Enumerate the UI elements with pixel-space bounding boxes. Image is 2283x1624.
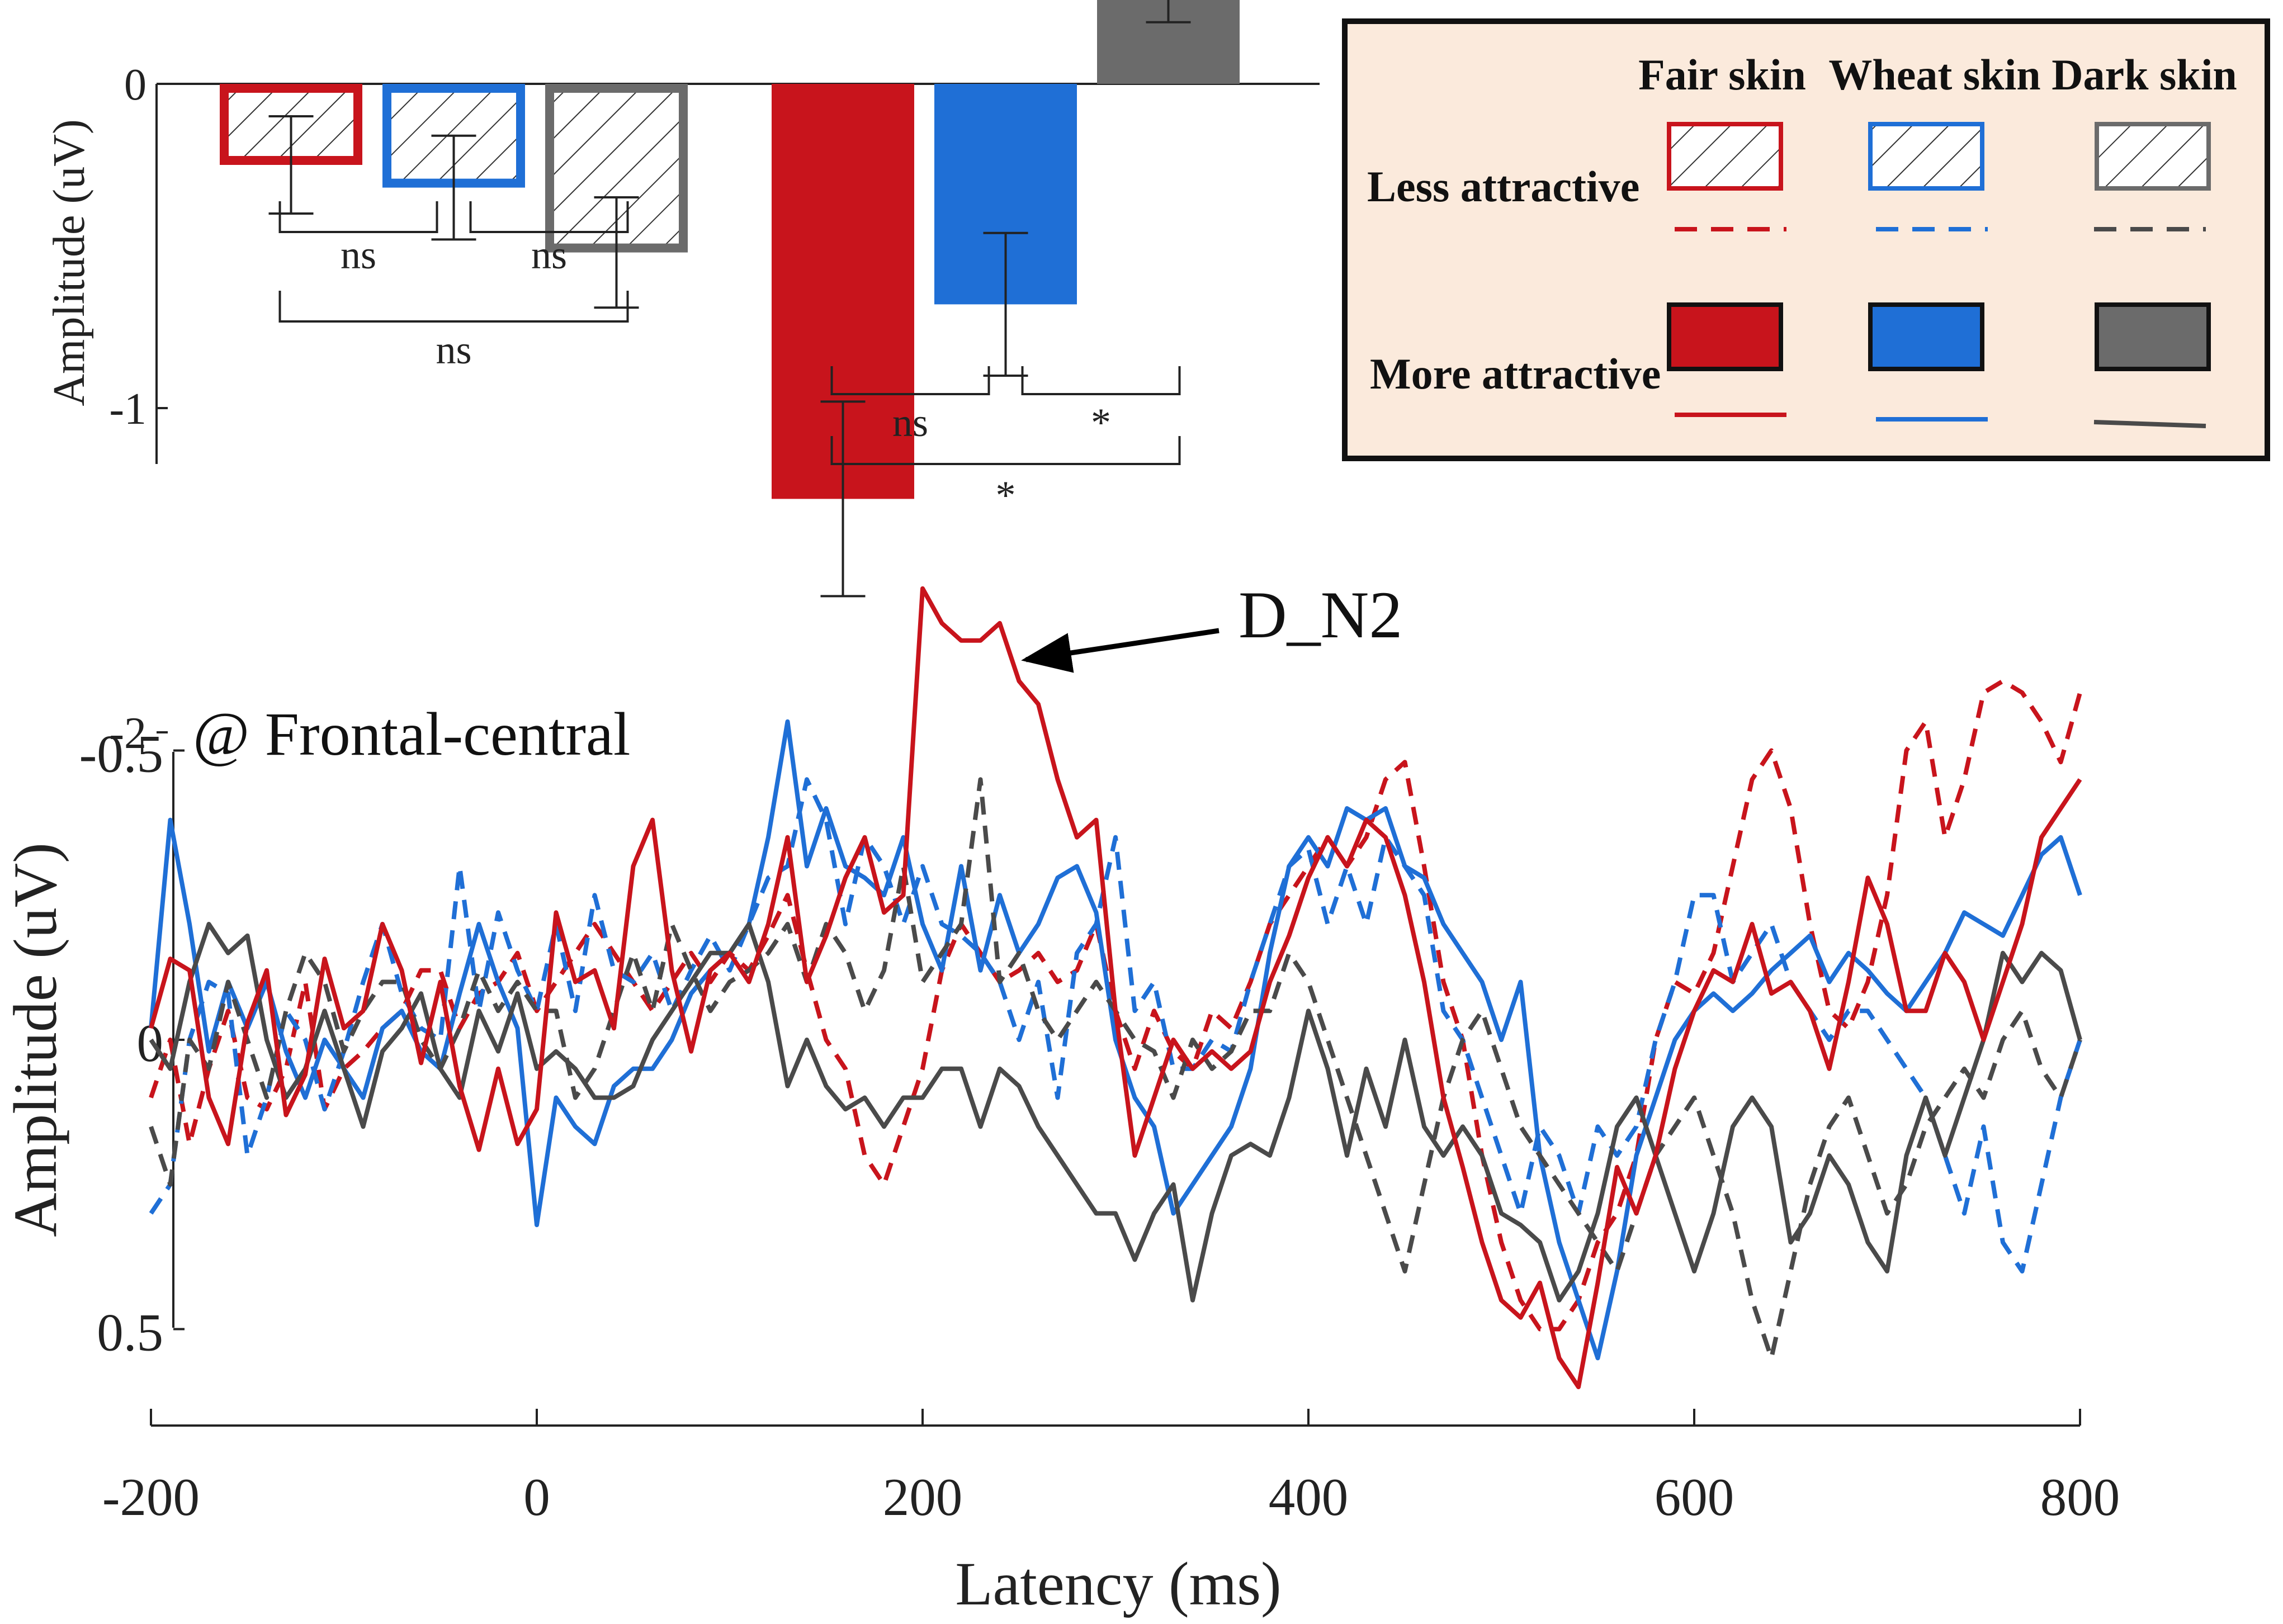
legend-row-less: Less attractive <box>1367 162 1639 211</box>
legend-row-more: More attractive <box>1370 349 1661 398</box>
erp-line-dark-skin-more-attractive <box>149 922 2082 1303</box>
line-x-tick-label: 200 <box>883 1467 963 1527</box>
annotation-arrow <box>1021 628 1220 673</box>
legend-header-dark: Dark skin <box>2052 50 2237 99</box>
legend-swatch-dark-less <box>2095 122 2211 191</box>
significance-bracket <box>830 366 990 395</box>
significance-label: ns <box>531 233 567 277</box>
legend-header-fair: Fair skin <box>1638 50 1806 99</box>
significance-bracket <box>1021 366 1181 395</box>
line-y-axis-label: Amplitude (uV) <box>1 842 69 1237</box>
legend-header-wheat: Wheat skin <box>1828 50 2040 99</box>
line-x-tick-label: 800 <box>2040 1467 2120 1527</box>
bar-y-tick-label: -2 <box>109 709 146 758</box>
line-chart-title: @ Frontal-central <box>193 700 630 768</box>
legend-box <box>1342 18 2270 461</box>
line-y-tick-label: -0.5 <box>79 725 163 784</box>
legend-swatch-fair-less <box>1667 122 1783 191</box>
erp-line-wheat-skin-more-attractive <box>149 719 2082 1361</box>
annotation-label: D_N2 <box>1239 577 1402 652</box>
line-x-tick-label: 600 <box>1655 1467 1734 1527</box>
significance-bracket <box>469 201 629 233</box>
line-chart: -0.500.5 -200 0 200 400 600 800 Amplitude (uV… <box>1 577 2120 1618</box>
legend-swatch-dark-more <box>2095 302 2211 371</box>
bar-chart: 0 -1 -2 Amplitude (uV) ns ns ns ns * * <box>45 0 1320 758</box>
legend-line-dark-more <box>2093 420 2206 428</box>
legend-swatch-wheat-less <box>1868 122 1984 191</box>
legend: Fair skin Wheat skin Dark skin Less attr… <box>1342 18 2270 461</box>
significance-bracket <box>830 436 1181 465</box>
erp-line-dark-skin-less-attractive <box>149 777 2082 1361</box>
erp-line-fair-skin-more-attractive <box>149 586 2082 1389</box>
bar-y-axis-label: Amplitude (uV) <box>45 119 94 406</box>
significance-bracket <box>278 291 629 323</box>
legend-swatch-fair-more <box>1667 302 1783 371</box>
line-x-tick-label: 400 <box>1269 1467 1349 1527</box>
significance-label: ns <box>436 328 471 372</box>
significance-label: * <box>996 473 1016 518</box>
legend-swatch-wheat-more <box>1868 302 1984 371</box>
significance-label: ns <box>892 400 928 445</box>
bar-y-tick-label: 0 <box>124 60 146 110</box>
bar-y-tick-label: -1 <box>109 385 146 434</box>
line-x-tick-label: 0 <box>523 1467 550 1527</box>
line-x-tick-label: -200 <box>102 1467 200 1527</box>
significance-label: ns <box>341 233 376 277</box>
line-y-tick-label: 0.5 <box>97 1303 163 1362</box>
significance-bracket <box>278 201 438 233</box>
line-x-axis-label: Latency (ms) <box>955 1550 1281 1618</box>
significance-label: * <box>1091 400 1111 445</box>
